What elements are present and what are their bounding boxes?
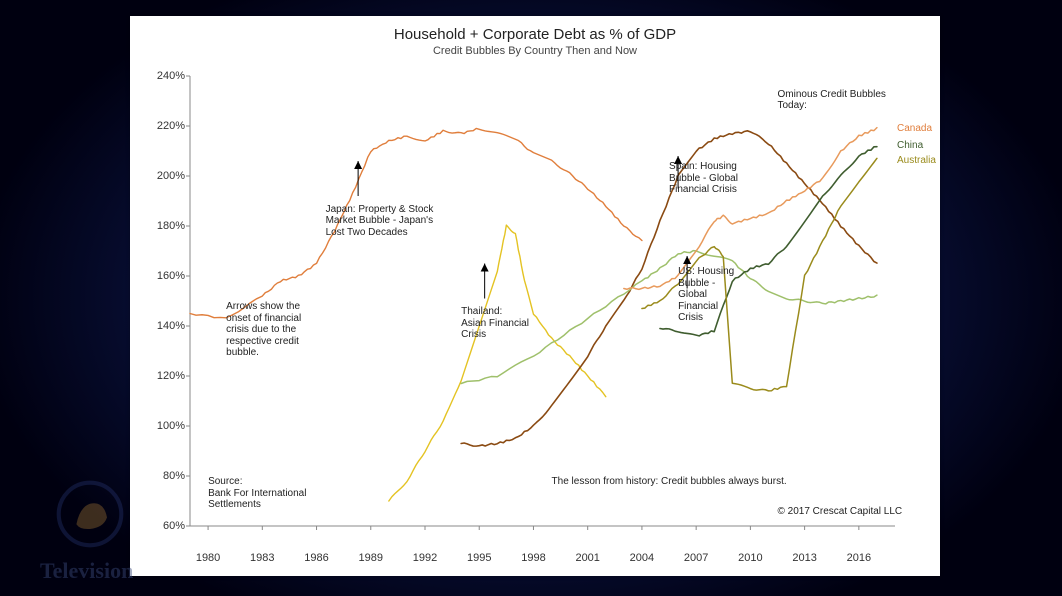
ytick-label: 100%	[135, 420, 185, 432]
annotation-thailand: Thailand:Asian FinancialCrisis	[461, 306, 529, 341]
chart-panel: Household + Corporate Debt as % of GDP C…	[130, 16, 940, 576]
xtick-label: 2013	[792, 552, 816, 564]
annotation-us: US: HousingBubble -GlobalFinancialCrisis	[678, 266, 734, 324]
chart-title: Household + Corporate Debt as % of GDP	[130, 26, 940, 43]
ytick-label: 200%	[135, 170, 185, 182]
xtick-label: 1989	[359, 552, 383, 564]
xtick-label: 1992	[413, 552, 437, 564]
arrowhead-icon	[354, 161, 362, 169]
xtick-label: 1998	[521, 552, 545, 564]
right-label-china: China	[897, 140, 923, 151]
annotation-copyright: © 2017 Crescat Capital LLC	[778, 506, 903, 518]
annotation-explainer: Arrows show theonset of financialcrisis …	[226, 301, 301, 359]
right-label-australia: Australia	[897, 155, 936, 166]
ytick-label: 60%	[135, 520, 185, 532]
xtick-label: 1980	[196, 552, 220, 564]
chart-plot-area: 60%80%100%120%140%160%180%200%220%240%19…	[190, 76, 910, 546]
annotation-source: Source:Bank For InternationalSettlements	[208, 476, 306, 511]
xtick-label: 2016	[847, 552, 871, 564]
xtick-label: 2010	[738, 552, 762, 564]
right-label-canada: Canada	[897, 123, 932, 134]
xtick-label: 1986	[304, 552, 328, 564]
xtick-label: 1983	[250, 552, 274, 564]
ytick-label: 140%	[135, 320, 185, 332]
xtick-label: 1995	[467, 552, 491, 564]
xtick-label: 2004	[630, 552, 654, 564]
ytick-label: 240%	[135, 70, 185, 82]
arrowhead-icon	[481, 264, 489, 272]
ytick-label: 180%	[135, 220, 185, 232]
xtick-label: 2001	[575, 552, 599, 564]
annotation-spain: Spain: HousingBubble - GlobalFinancial C…	[669, 161, 738, 196]
chart-subtitle: Credit Bubbles By Country Then and Now	[130, 45, 940, 57]
right-labels-title: Ominous Credit Bubbles Today:	[778, 89, 911, 112]
ytick-label: 160%	[135, 270, 185, 282]
series-Thailand	[389, 225, 606, 501]
xtick-label: 2007	[684, 552, 708, 564]
ytick-label: 120%	[135, 370, 185, 382]
ytick-label: 220%	[135, 120, 185, 132]
annotation-japan: Japan: Property & StockMarket Bubble - J…	[326, 204, 434, 239]
ytick-label: 80%	[135, 470, 185, 482]
annotation-lesson: The lesson from history: Credit bubbles …	[552, 476, 787, 488]
